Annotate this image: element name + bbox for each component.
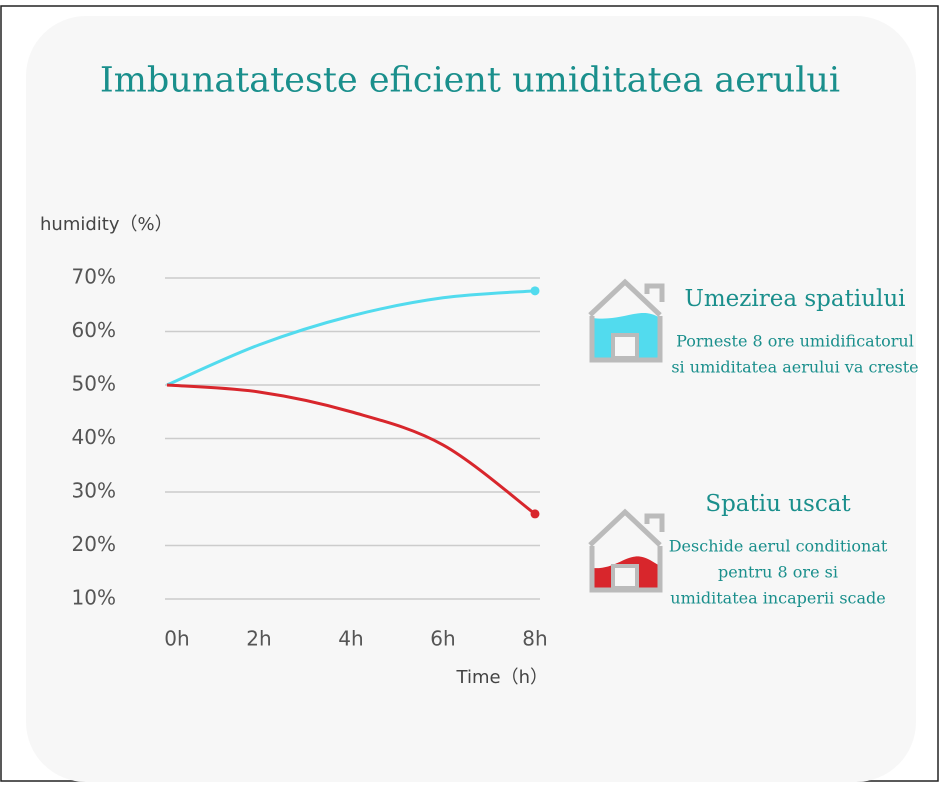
card: [26, 16, 916, 782]
title: Imbunatateste eficient umiditatea aerulu…: [100, 61, 840, 101]
note-title: Umezirea spatiului: [684, 286, 905, 312]
note-text: si umiditatea aerului va creste: [671, 358, 918, 377]
note-text: umiditatea incaperii scade: [670, 589, 885, 608]
y-tick-label: 50%: [72, 372, 116, 396]
x-tick-label: 4h: [338, 627, 363, 651]
end-point: [530, 286, 540, 296]
note-title: Spatiu uscat: [705, 491, 851, 517]
y-tick-label: 60%: [72, 318, 116, 342]
x-tick-label: 0h: [164, 627, 189, 651]
house-icon-dry: [588, 508, 665, 593]
y-tick-label: 40%: [72, 425, 116, 449]
y-tick-label: 70%: [72, 265, 116, 289]
note-text: pentru 8 ore si: [718, 563, 838, 582]
y-tick-label: 30%: [72, 479, 116, 503]
y-axis-label: humidity（%）: [40, 214, 173, 235]
x-tick-label: 6h: [430, 627, 455, 651]
x-tick-label: 2h: [246, 627, 271, 651]
end-point: [530, 509, 540, 519]
y-tick-label: 20%: [72, 532, 116, 556]
note-text: Porneste 8 ore umidificatorul: [676, 332, 914, 351]
x-axis-label: Time（h）: [456, 667, 548, 688]
house-icon-wet: [588, 278, 665, 363]
note-text: Deschide aerul conditionat: [669, 537, 888, 556]
x-tick-label: 8h: [522, 627, 547, 651]
series-line: [166, 383, 536, 516]
series-line: [166, 289, 536, 387]
y-tick-label: 10%: [72, 586, 116, 610]
